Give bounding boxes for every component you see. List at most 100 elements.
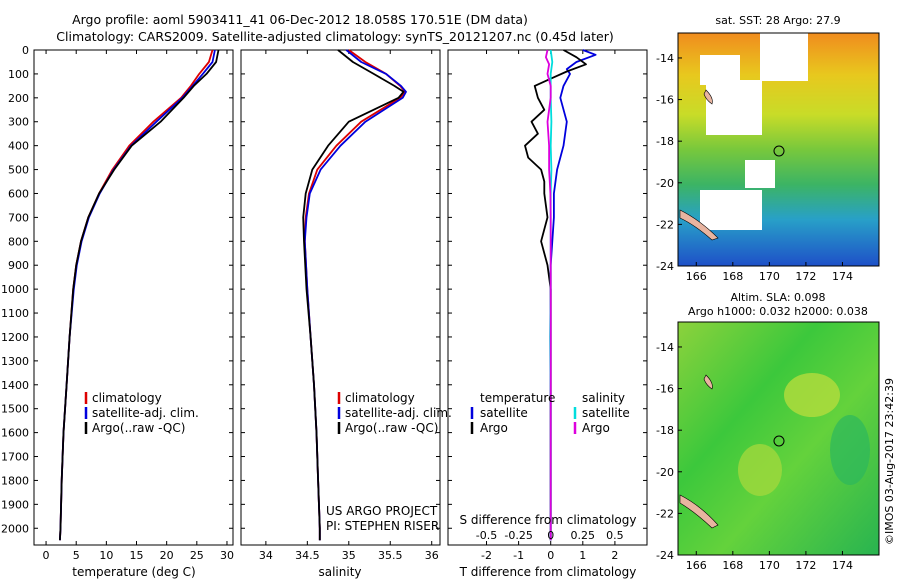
salinity-axes-frame: [240, 49, 441, 546]
series-line-argo-raw-qc-: [59, 49, 220, 541]
y-tick-label: 1100: [1, 307, 29, 320]
legend-climatology-label: climatology: [92, 391, 162, 405]
y-tick-label: 700: [8, 211, 29, 224]
y-tick-label: 100: [8, 68, 29, 81]
x-tick-label: 30: [220, 549, 234, 562]
series-line-satellite-adj-clim-: [303, 49, 407, 541]
x-tick-label: 34: [259, 549, 273, 562]
map-y-tick-label: -16: [656, 383, 674, 396]
s-tick-label: 0.25: [571, 529, 596, 542]
x-tick-label: -1: [513, 549, 524, 562]
map-y-tick-label: -20: [656, 177, 674, 190]
temperature-panel: 0100200300400500600700800900100011001200…: [1, 44, 234, 579]
map-y-tick-label: -22: [656, 507, 674, 520]
legend-t-satellite-label: satellite: [480, 406, 528, 420]
temperature-legend: climatology satellite-adj. clim. Argo(..…: [84, 391, 199, 435]
y-tick-label: 600: [8, 187, 29, 200]
sst-map-landmass: [703, 89, 713, 105]
sla-map-panel: Altim. SLA: 0.098 Argo h1000: 0.032 h200…: [656, 291, 880, 572]
salinity-xlabel: salinity: [318, 565, 361, 579]
map-y-tick-label: -22: [656, 218, 674, 231]
series-line-t-satellite: [549, 49, 597, 541]
s-tick-label: -0.5: [476, 529, 497, 542]
y-tick-label: 0: [22, 44, 29, 57]
map-y-tick-label: -20: [656, 466, 674, 479]
sst-map-title: sat. SST: 28 Argo: 27.9: [715, 14, 840, 27]
x-tick-label: 10: [99, 549, 113, 562]
legend-climatology-label: climatology: [345, 391, 415, 405]
difference-t-xlabel: T difference from climatology: [459, 565, 637, 579]
sla-map-ticks: 166 168 170 172 174 -14 -16 -18 -20 -22 -24: [656, 341, 853, 572]
difference-lines: [524, 49, 597, 541]
sst-map-landmass: [679, 209, 719, 241]
figure-title-line2: Climatology: CARS2009. Satellite-adjuste…: [56, 29, 613, 44]
s-tick-label: -0.25: [504, 529, 532, 542]
legend-temperature-title: temperature: [480, 391, 555, 405]
y-tick-label: 1900: [1, 498, 29, 511]
s-tick-label: 0: [547, 529, 554, 542]
legend-salinity-title: salinity: [582, 391, 625, 405]
x-tick-label: 15: [130, 549, 144, 562]
map-x-tick-label: 168: [722, 559, 743, 572]
temperature-lines: [59, 49, 220, 541]
map-x-tick-label: 166: [686, 559, 707, 572]
map-x-tick-label: 168: [722, 270, 743, 283]
y-tick-label: 800: [8, 235, 29, 248]
x-tick-label: 0: [547, 549, 554, 562]
y-tick-label: 1400: [1, 379, 29, 392]
map-x-tick-label: 170: [759, 559, 780, 572]
x-tick-label: 20: [160, 549, 174, 562]
x-tick-label: 35: [342, 549, 356, 562]
salinity-legend: climatology satellite-adj. clim. Argo(..…: [337, 391, 452, 435]
legend-argo-label: Argo(..raw -QC): [92, 421, 185, 435]
x-tick-label: -2: [481, 549, 492, 562]
s-tick-label: 0.5: [606, 529, 624, 542]
map-y-tick-label: -24: [656, 549, 674, 562]
x-tick-label: 36: [425, 549, 439, 562]
figure-title-line1: Argo profile: aoml 5903411_41 06-Dec-201…: [72, 12, 528, 27]
temperature-xlabel: temperature (deg C): [72, 565, 195, 579]
credit-pi: PI: STEPHEN RISER: [326, 519, 439, 533]
x-tick-label: 0: [43, 549, 50, 562]
difference-s-xlabel: S difference from climatology: [460, 513, 637, 527]
map-x-tick-label: 174: [832, 559, 853, 572]
sst-map-panel: sat. SST: 28 Argo: 27.9: [656, 14, 880, 283]
map-y-tick-label: -14: [656, 52, 674, 65]
legend-t-argo-label: Argo: [480, 421, 508, 435]
series-line-satellite-adj-clim-: [59, 49, 216, 541]
series-line-s-argo: [545, 49, 552, 541]
sla-map-landmass: [703, 374, 713, 390]
sla-map-argo-marker: [773, 435, 785, 447]
temperature-axes-frame: [33, 49, 234, 546]
y-tick-label: 300: [8, 116, 29, 129]
legend-s-satellite-label: satellite: [582, 406, 630, 420]
map-y-tick-label: -18: [656, 135, 674, 148]
x-tick-label: 25: [190, 549, 204, 562]
y-tick-label: 1300: [1, 355, 29, 368]
x-tick-label: 34.5: [295, 549, 320, 562]
map-y-tick-label: -24: [656, 260, 674, 273]
sst-map-argo-marker: [773, 145, 785, 157]
difference-ticks: -2 -1 0 1 2: [448, 49, 647, 562]
legend-s-argo-label: Argo: [582, 421, 610, 435]
sla-map-title-line2: Argo h1000: 0.032 h2000: 0.038: [688, 305, 868, 318]
sst-map-frame: [677, 32, 880, 267]
salinity-ticks: 34 34.5 35 35.5 36: [241, 49, 440, 562]
sla-map-title-line1: Altim. SLA: 0.098: [730, 291, 825, 304]
y-tick-label: 200: [8, 92, 29, 105]
y-tick-label: 1200: [1, 331, 29, 344]
legend-satellite-label: satellite-adj. clim.: [345, 406, 452, 420]
map-x-tick-label: 166: [686, 270, 707, 283]
y-tick-label: 1700: [1, 451, 29, 464]
series-line-t-argo: [524, 49, 587, 541]
temperature-ticks: 0100200300400500600700800900100011001200…: [1, 44, 234, 562]
salinity-lines: [302, 49, 407, 541]
map-y-tick-label: -16: [656, 94, 674, 107]
y-tick-label: 400: [8, 140, 29, 153]
sla-map-anomaly: [738, 444, 782, 496]
x-tick-label: 35.5: [378, 549, 403, 562]
imos-credit: ©IMOS 03-Aug-2017 23:42:39: [883, 378, 896, 545]
y-tick-label: 1000: [1, 283, 29, 296]
map-y-tick-label: -14: [656, 341, 674, 354]
